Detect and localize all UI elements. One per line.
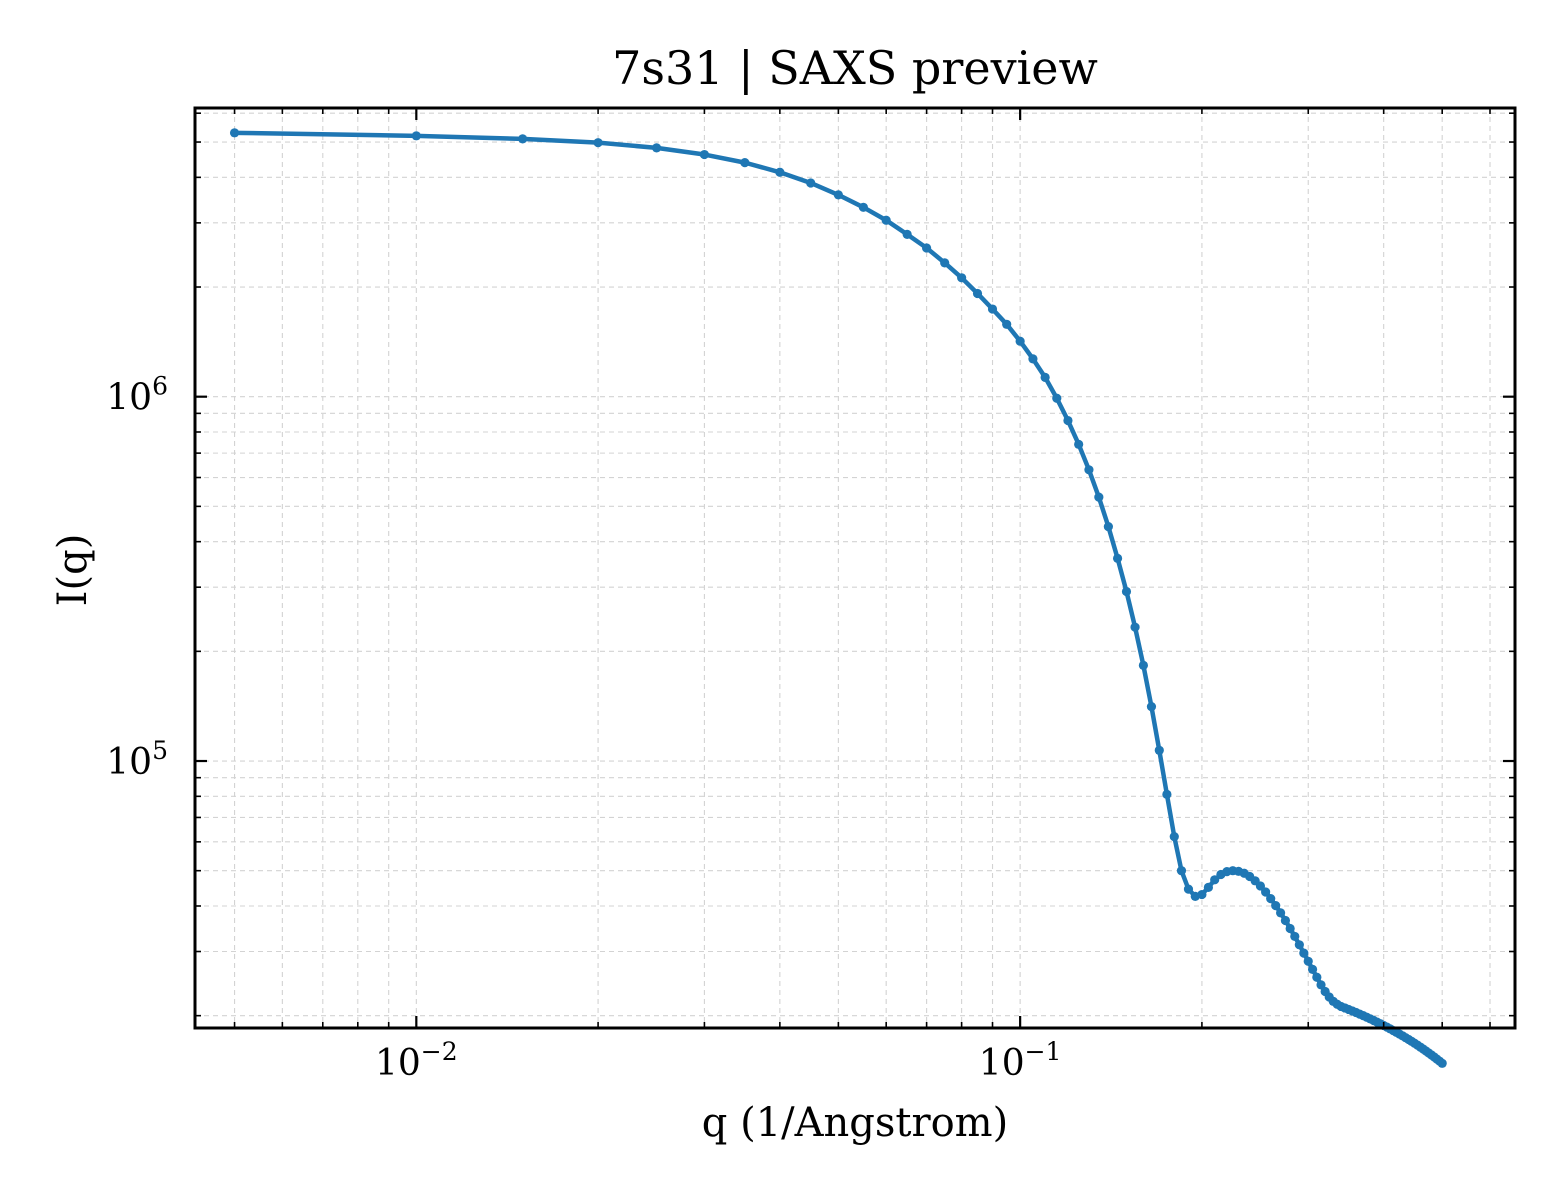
data-point — [1271, 901, 1281, 911]
grid — [195, 108, 1515, 1028]
data-point — [1074, 439, 1084, 449]
y-tick-label: 105 — [106, 736, 168, 783]
data-point — [1307, 964, 1318, 974]
data-point — [1112, 553, 1123, 563]
data-point — [1121, 586, 1132, 597]
data-point — [1176, 866, 1187, 876]
data-point — [940, 258, 950, 268]
data-point — [1303, 956, 1313, 966]
axis-ticks — [195, 108, 1515, 1028]
data-point — [1203, 882, 1213, 892]
chart-title: 7s31 | SAXS preview — [612, 41, 1098, 95]
data-point — [1015, 336, 1025, 346]
data-point — [699, 149, 710, 160]
data-point — [1169, 832, 1179, 842]
x-tick-label: 10−2 — [375, 1037, 458, 1084]
data-point — [1294, 940, 1304, 950]
data-point — [1138, 660, 1148, 671]
data-point — [1146, 702, 1157, 712]
data-point — [881, 215, 891, 225]
data-point — [1197, 889, 1207, 900]
data-point — [411, 131, 421, 141]
tick-labels: 10−2 10−1 105 106 — [106, 372, 1061, 1084]
data-point — [1276, 908, 1286, 918]
data-point — [1316, 980, 1326, 990]
y-tick-label: 106 — [106, 372, 168, 419]
data-point — [740, 158, 750, 168]
data-point — [1103, 521, 1113, 532]
data-point — [902, 229, 912, 239]
data-point — [1162, 789, 1172, 799]
data-point — [1280, 915, 1291, 926]
data-point — [1437, 1058, 1447, 1068]
data-point — [1154, 745, 1164, 755]
data-point — [1063, 415, 1073, 426]
data-point — [1084, 465, 1094, 475]
data-point — [1261, 887, 1271, 897]
data-series — [229, 128, 1447, 1068]
data-point — [1255, 881, 1266, 891]
data-point — [1052, 393, 1062, 403]
data-point — [1285, 923, 1295, 934]
data-point — [1094, 492, 1104, 502]
data-point — [833, 190, 843, 200]
x-tick-label: 10−1 — [979, 1037, 1062, 1084]
data-point — [972, 288, 983, 299]
plot-frame — [193, 106, 1517, 1030]
data-point — [1130, 622, 1140, 632]
data-point — [1299, 948, 1309, 958]
data-point — [1312, 972, 1322, 982]
data-point — [593, 138, 603, 148]
data-point — [957, 273, 967, 283]
data-point — [1290, 931, 1300, 942]
data-point — [652, 143, 662, 153]
data-point — [1028, 354, 1038, 364]
y-axis-label: I(q) — [50, 534, 96, 607]
x-axis-label: q (1/Angstrom) — [702, 1100, 1008, 1146]
data-point — [1040, 372, 1050, 382]
data-point — [229, 128, 240, 138]
data-point — [922, 243, 932, 253]
data-point — [775, 167, 785, 177]
data-point — [987, 304, 998, 314]
data-point — [1210, 875, 1220, 885]
data-point — [1002, 319, 1012, 329]
data-point — [806, 178, 816, 188]
data-point — [1266, 894, 1276, 904]
data-point — [1183, 884, 1194, 894]
data-point — [858, 202, 868, 212]
data-point — [518, 134, 528, 144]
